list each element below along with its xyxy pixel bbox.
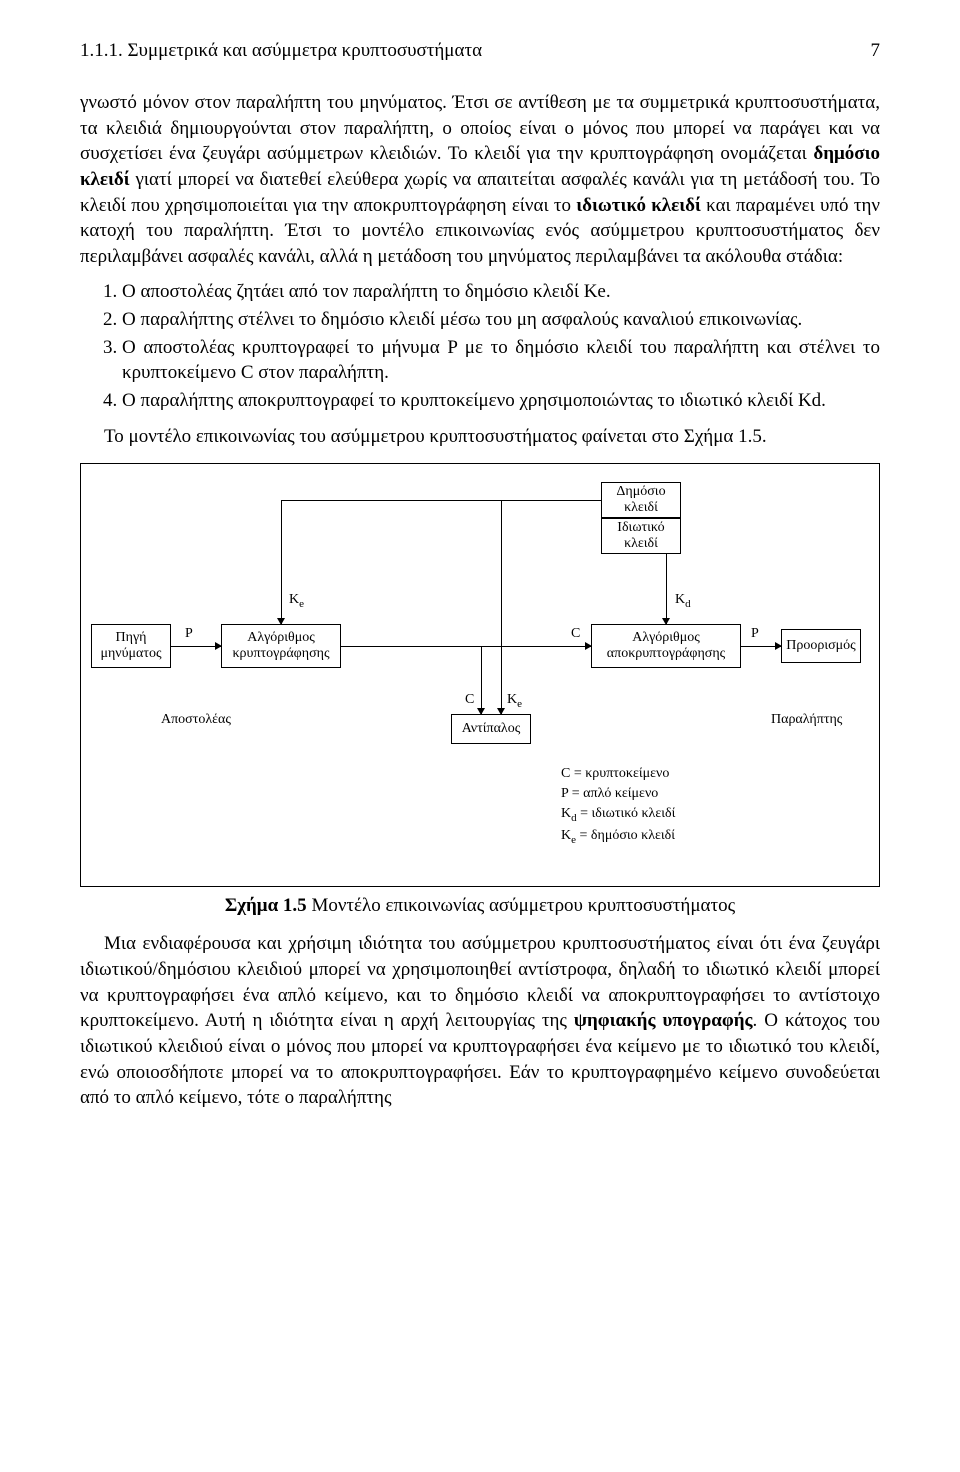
list-item: Ο αποστολέας κρυπτογραφεί το μήνυμα P με… xyxy=(122,335,880,386)
edge-line xyxy=(666,554,667,624)
sender-label: Αποστολέας xyxy=(161,712,231,728)
legend-row: Kd = ιδιωτικό κλειδί xyxy=(561,804,675,826)
section-title: 1.1.1. Συμμετρικά και ασύμμετρα κρυπτοσυ… xyxy=(80,40,482,61)
caption-label: Σχήμα 1.5 xyxy=(225,895,307,916)
arrow-icon xyxy=(497,708,505,715)
edge-label-p2: P xyxy=(751,626,759,642)
receiver-label: Παραλήπτης xyxy=(771,712,842,728)
p3-bold: ψηφιακής υπογραφής xyxy=(574,1010,753,1031)
edge-line xyxy=(281,500,282,588)
list-item-text: Ο παραλήπτης στέλνει το δημόσιο κλειδί μ… xyxy=(122,309,802,330)
source-box: Πηγήμηνύματος xyxy=(91,624,171,668)
edge-line xyxy=(501,500,502,714)
edge-label-ke2: Ke xyxy=(507,692,522,710)
adversary-box: Αντίπαλος xyxy=(451,714,531,744)
list-item-text: Ο αποστολέας ζητάει από τον παραλήπτη το… xyxy=(122,281,611,302)
list-item: Ο αποστολέας ζητάει από τον παραλήπτη το… xyxy=(122,279,880,305)
arrow-icon xyxy=(477,708,485,715)
list-item: Ο παραλήπτης στέλνει το δημόσιο κλειδί μ… xyxy=(122,307,880,333)
legend-row: C = κρυπτοκείμενο xyxy=(561,764,675,784)
arrow-icon xyxy=(662,618,670,625)
edge-label-ke: Ke xyxy=(289,592,304,610)
edge-label-p1: P xyxy=(185,626,193,642)
paragraph-3: Μια ενδιαφέρουσα και χρήσιμη ιδιότητα το… xyxy=(80,931,880,1110)
legend-row: P = απλό κείμενο xyxy=(561,784,675,804)
private-key-box: Ιδιωτικόκλειδί xyxy=(601,518,681,554)
edge-label-kd: Kd xyxy=(675,592,691,610)
diagram-legend: C = κρυπτοκείμενο P = απλό κείμενο Kd = … xyxy=(561,764,675,848)
list-item: Ο παραλήπτης αποκρυπτογραφεί το κρυπτοκε… xyxy=(122,388,880,414)
steps-list: Ο αποστολέας ζητάει από τον παραλήπτη το… xyxy=(80,279,880,413)
edge-line xyxy=(481,646,482,714)
list-item-text: Ο αποστολέας κρυπτογραφεί το μήνυμα P με… xyxy=(122,337,880,384)
arrow-icon xyxy=(277,618,285,625)
destination-box: Προορισμός xyxy=(781,629,861,663)
p1-bold-2: ιδιωτικό κλειδί xyxy=(576,195,701,216)
page-header: 1.1.1. Συμμετρικά και ασύμμετρα κρυπτοσυ… xyxy=(80,40,880,62)
arrow-icon xyxy=(775,642,782,650)
arrow-icon xyxy=(585,642,592,650)
edge-label-c2: C xyxy=(465,692,474,708)
page-number: 7 xyxy=(871,40,881,62)
public-key-box: Δημόσιοκλειδί xyxy=(601,482,681,518)
edge-label-c: C xyxy=(571,626,580,642)
decryption-box: Αλγόριθμοςαποκρυπτογράφησης xyxy=(591,624,741,668)
figure-diagram: Δημόσιοκλειδί Ιδιωτικόκλειδί Πηγήμηνύματ… xyxy=(80,463,880,887)
paragraph-1: γνωστό μόνον στον παραλήπτη του μηνύματο… xyxy=(80,90,880,269)
legend-row: Ke = δημόσιο κλειδί xyxy=(561,826,675,848)
arrow-icon xyxy=(215,642,222,650)
list-item-text: Ο παραλήπτης αποκρυπτογραφεί το κρυπτοκε… xyxy=(122,390,826,411)
encryption-box: Αλγόριθμοςκρυπτογράφησης xyxy=(221,624,341,668)
paragraph-2: Το μοντέλο επικοινωνίας του ασύμμετρου κ… xyxy=(80,424,880,450)
edge-line xyxy=(281,500,601,501)
edge-line xyxy=(171,646,221,647)
p1-text-a: γνωστό μόνον στον παραλήπτη του μηνύματο… xyxy=(80,92,880,164)
edge-line xyxy=(341,646,591,647)
caption-text: Μοντέλο επικοινωνίας ασύμμετρου κρυπτοσυ… xyxy=(307,895,735,916)
figure-caption: Σχήμα 1.5 Μοντέλο επικοινωνίας ασύμμετρο… xyxy=(80,895,880,917)
